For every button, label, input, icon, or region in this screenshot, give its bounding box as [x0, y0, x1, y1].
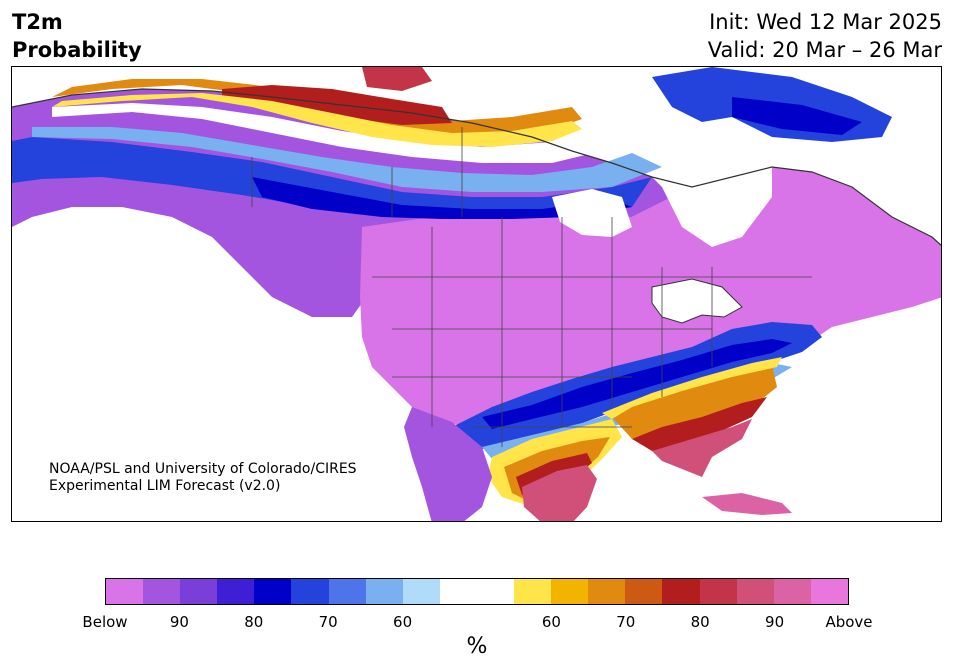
colorbar-swatch: [143, 579, 181, 604]
southeast-yellow: [602, 357, 782, 419]
credit-line-2: Experimental LIM Forecast (v2.0): [49, 478, 281, 494]
colorbar-swatch: [328, 579, 366, 604]
caribbean-island: [702, 493, 792, 515]
init-date: Init: Wed 12 Mar 2025: [709, 10, 942, 34]
canada-light-blue: [32, 127, 662, 192]
credit-line-1: NOAA/PSL and University of Colorado/CIRE…: [49, 461, 357, 477]
northeast-deep: [732, 97, 862, 135]
colorbar: [105, 578, 849, 605]
colorbar-swatch: [551, 579, 589, 604]
forecast-map: [11, 66, 942, 522]
colorbar-tick-label: Above: [825, 613, 873, 631]
us-deep-band: [482, 339, 792, 429]
colorbar-swatch: [402, 579, 440, 604]
colorbar-tick-label: 60: [541, 613, 561, 631]
colorbar-swatch: [625, 579, 663, 604]
great-lakes: [651, 278, 743, 324]
mexico-west: [404, 407, 492, 521]
colorbar-swatch: [106, 579, 144, 604]
colorbar-swatch: [588, 579, 626, 604]
colorbar-tick-label: 80: [244, 613, 264, 631]
colorbar-tick-label: 90: [169, 613, 189, 631]
product-title: Probability: [12, 38, 142, 62]
credit-text: NOAA/PSL and University of Colorado/CIRE…: [49, 461, 357, 495]
colorbar-swatch: [439, 579, 477, 604]
colorbar-tick-label: 80: [690, 613, 710, 631]
boundaries: [251, 127, 812, 447]
colorbar-swatch: [699, 579, 737, 604]
canada-deep-blue: [252, 177, 632, 219]
arctic-yellow-edge: [52, 93, 582, 147]
central-landmass: [360, 167, 941, 427]
colorbar-swatch: [773, 579, 811, 604]
colorbar-tick-label: 70: [616, 613, 636, 631]
map-canvas: [12, 67, 941, 521]
colorbar-swatch: [476, 579, 515, 604]
colorbar-tick-label: 60: [393, 613, 413, 631]
colorbar-swatch: [662, 579, 700, 604]
colorbar-tick-label: Below: [82, 613, 128, 631]
title-block: T2m Probability: [12, 8, 142, 64]
colorbar-tick-label: 90: [765, 613, 785, 631]
southeast-warm: [612, 365, 777, 443]
colorbar-swatch: [514, 579, 552, 604]
colorbar-swatch: [217, 579, 255, 604]
colorbar-unit: %: [466, 634, 488, 659]
colorbar-swatch: [365, 579, 403, 604]
colorbar-swatch: [180, 579, 218, 604]
colorbar-swatch: [291, 579, 329, 604]
greenland-normal: [662, 117, 772, 247]
coastline: [12, 88, 941, 246]
southeast-red: [632, 397, 767, 451]
colorbar-swatch: [810, 579, 848, 604]
southeast-pink: [652, 419, 752, 477]
arctic-red-top: [362, 67, 432, 91]
canada-near-normal: [52, 103, 632, 163]
colorbar-swatch: [736, 579, 774, 604]
mexico-pink: [522, 465, 597, 521]
valid-date: Valid: 20 Mar – 26 Mar: [707, 38, 942, 62]
colorbar-swatch: [254, 579, 292, 604]
canada-cold-band: [12, 137, 652, 217]
colorbar-tick-label: 70: [318, 613, 338, 631]
date-block: Init: Wed 12 Mar 2025 Valid: 20 Mar – 26…: [708, 8, 942, 64]
variable-title: T2m: [12, 10, 63, 34]
